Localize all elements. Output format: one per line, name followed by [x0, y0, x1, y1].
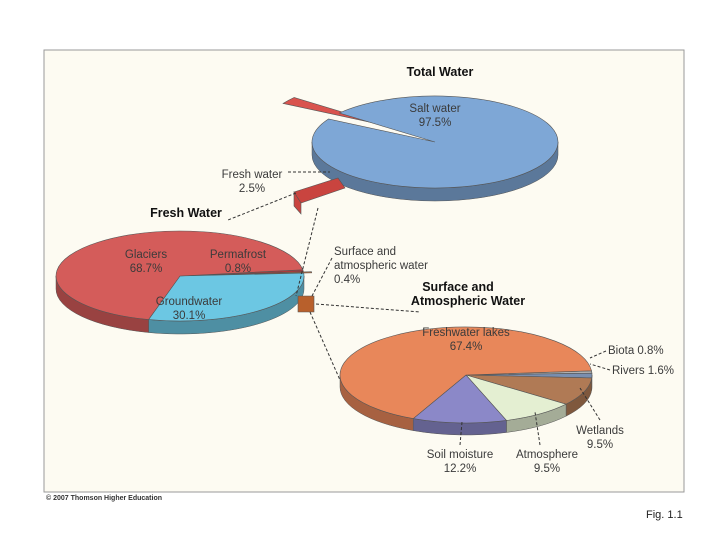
glaciers-label: Glaciers [125, 249, 167, 261]
figure-caption: Fig. 1.1 [646, 509, 683, 521]
leader-atmosphere [534, 411, 541, 446]
lakes-value: 67.4% [450, 341, 483, 353]
glaciers-value: 68.7% [130, 263, 163, 275]
fresh-water-label: Fresh water [222, 169, 283, 181]
surface-atmospheric-label-1: Surface and [334, 246, 396, 258]
leader-surface-down [309, 311, 341, 381]
fresh-water-title: Fresh Water [150, 206, 222, 220]
copyright-text: © 2007 Thomson Higher Education [46, 494, 162, 502]
salt-water-value: 97.5% [419, 117, 452, 129]
biota-label: Biota 0.8% [608, 345, 664, 357]
wetlands-label: Wetlands [576, 425, 624, 437]
permafrost-value: 0.8% [225, 263, 251, 275]
groundwater-label: Groundwater [156, 296, 223, 308]
fresh-water-slice-glaciers [55, 230, 304, 320]
surface-water-block [297, 295, 315, 313]
leader-rivers [589, 363, 611, 371]
fresh-water-slice-groundwater [148, 272, 305, 322]
fresh-water-slice-surface-and-atmospheric-water [187, 271, 313, 276]
soil-moisture-value: 12.2% [444, 463, 477, 475]
fresh-water-pie [55, 230, 313, 335]
soil-moisture-label: Soil moisture [427, 449, 493, 461]
fresh-water-wedge-3d [293, 177, 346, 215]
groundwater-value: 30.1% [173, 310, 206, 322]
permafrost-label: Permafrost [210, 249, 267, 261]
rivers-label: Rivers 1.6% [612, 365, 674, 377]
total-water-title: Total Water [407, 65, 474, 79]
leader-surface-to-pie [315, 303, 421, 313]
fresh-water-value: 2.5% [239, 183, 265, 195]
pie-layer [55, 95, 593, 436]
total-water-pie [282, 95, 559, 202]
leader-lines [227, 171, 611, 446]
leader-soil [459, 421, 463, 446]
surface-water-slice-freshwater-lakes [339, 326, 592, 419]
atmosphere-value: 9.5% [534, 463, 560, 475]
atmosphere-label: Atmosphere [516, 449, 578, 461]
wetlands-value: 9.5% [587, 439, 613, 451]
leader-fresh-to-wedge [295, 207, 319, 297]
surface-atmospheric-value: 0.4% [334, 274, 360, 286]
leader-wetlands [579, 387, 601, 421]
surface-pie-title-2: Atmospheric Water [411, 294, 525, 308]
lakes-label: Freshwater lakes [422, 327, 510, 339]
salt-water-label: Salt water [409, 103, 460, 115]
surface-water-pie [339, 326, 593, 436]
leader-biota [589, 350, 607, 359]
total-water-slice-salt-water [311, 95, 559, 189]
surface-atmospheric-label-2: atmospheric water [334, 260, 428, 272]
surface-water-slice-soil-moisture [412, 374, 508, 424]
leader-surface-label [311, 257, 333, 297]
leader-fresh-to-pie [227, 192, 297, 221]
surface-pie-title-1: Surface and [422, 280, 494, 294]
